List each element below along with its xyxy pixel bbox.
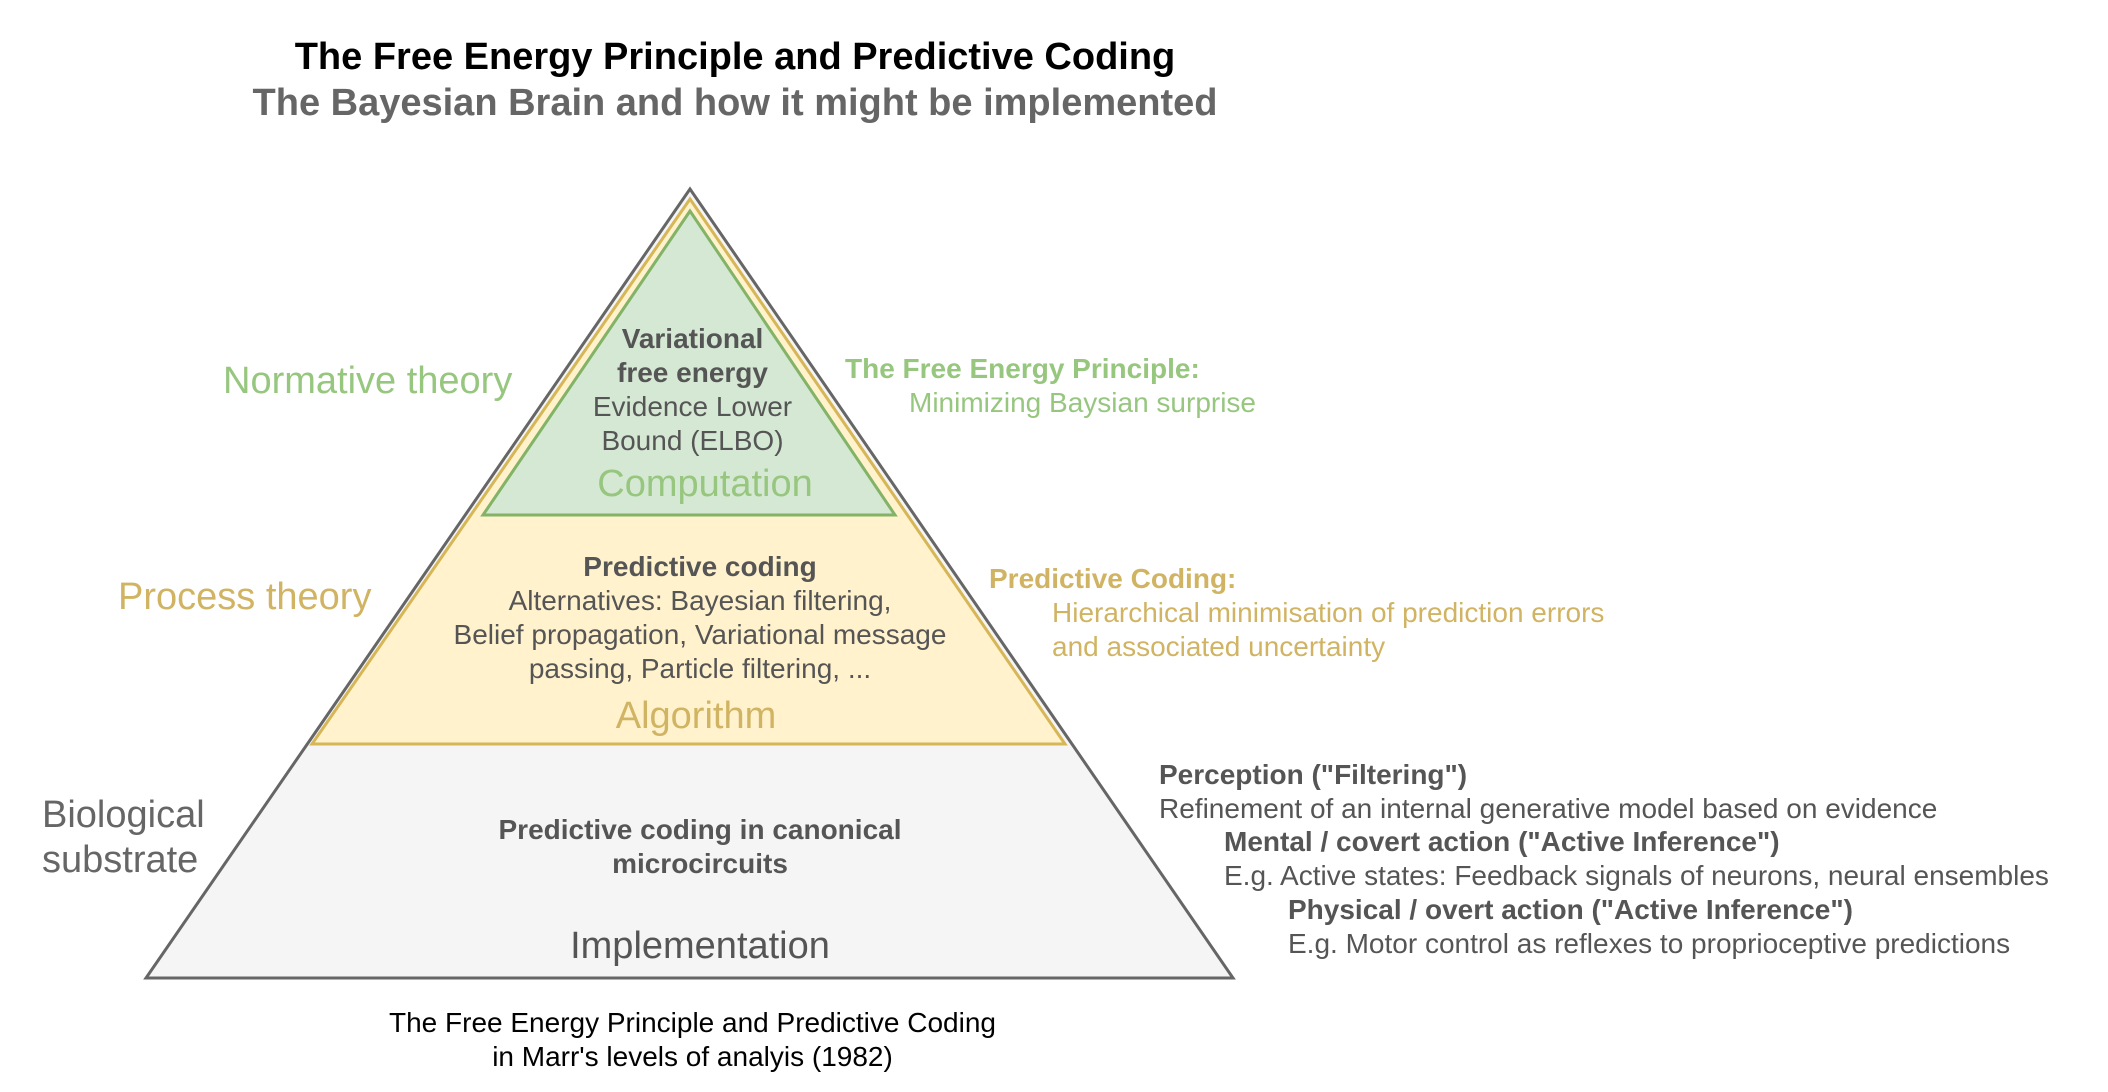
vfe-line1: Variational <box>621 323 764 354</box>
computation-label: Computation <box>597 463 813 505</box>
perception-title: Perception ("Filtering") <box>1159 759 1468 790</box>
elbo-line2: Bound (ELBO) <box>601 425 784 456</box>
normative-theory-label: Normative theory <box>223 360 513 402</box>
physical-action-desc: E.g. Motor control as reflexes to propri… <box>1288 928 2011 959</box>
alternatives-line2: Belief propagation, Variational message <box>453 619 947 650</box>
implementation-label: Implementation <box>570 925 830 967</box>
predictive-coding-annotation-desc1: Hierarchical minimisation of prediction … <box>1052 597 1605 628</box>
biological-substrate-label: Biological substrate <box>42 794 205 881</box>
diagram-subtitle: The Bayesian Brain and how it might be i… <box>252 82 1218 124</box>
predictive-coding-heading: Predictive coding <box>583 551 817 582</box>
fep-annotation-desc: Minimizing Baysian surprise <box>909 387 1257 418</box>
microcircuits-line1: Predictive coding in canonical <box>498 814 902 845</box>
microcircuits-line2: microcircuits <box>612 848 788 879</box>
caption-line1: The Free Energy Principle and Predictive… <box>389 1007 996 1038</box>
predictive-coding-annotation-title: Predictive Coding: <box>989 563 1237 594</box>
alternatives-line3: passing, Particle filtering, ... <box>528 653 872 684</box>
implementation-content: Predictive coding in canonical microcirc… <box>450 813 950 881</box>
process-theory-label: Process theory <box>118 576 372 618</box>
elbo-line1: Evidence Lower <box>592 391 793 422</box>
caption-line2: in Marr's levels of analyis (1982) <box>492 1041 893 1072</box>
vfe-line2: free energy <box>617 357 768 388</box>
figure-caption: The Free Energy Principle and Predictive… <box>300 1006 1085 1074</box>
algorithm-label: Algorithm <box>615 695 777 737</box>
physical-action-title: Physical / overt action ("Active Inferen… <box>1288 894 1853 925</box>
algorithm-content: Predictive coding Alternatives: Bayesian… <box>400 550 1000 686</box>
computation-level-triangle <box>480 208 898 517</box>
computation-content: Variational free energy Evidence Lower B… <box>545 322 840 458</box>
diagram-title: The Free Energy Principle and Predictive… <box>294 36 1176 78</box>
perception-desc: Refinement of an internal generative mod… <box>1159 793 1938 824</box>
mental-action-desc: E.g. Active states: Feedback signals of … <box>1224 860 2049 891</box>
alternatives-line1: Alternatives: Bayesian filtering, <box>508 585 892 616</box>
mental-action-title: Mental / covert action ("Active Inferenc… <box>1224 826 1780 857</box>
predictive-coding-annotation-desc2: and associated uncertainty <box>1052 631 1386 662</box>
fep-annotation-title: The Free Energy Principle: <box>845 353 1200 384</box>
